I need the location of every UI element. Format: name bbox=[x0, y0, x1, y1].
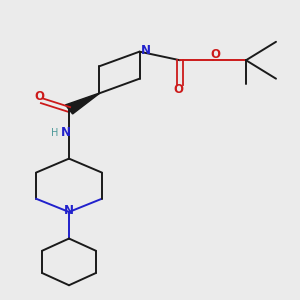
Text: N: N bbox=[141, 44, 151, 57]
Text: O: O bbox=[34, 90, 44, 103]
Text: O: O bbox=[173, 83, 184, 96]
Polygon shape bbox=[65, 93, 99, 114]
Text: O: O bbox=[210, 48, 220, 61]
Text: H: H bbox=[51, 128, 58, 138]
Text: N: N bbox=[64, 204, 74, 217]
Text: N: N bbox=[61, 126, 71, 139]
